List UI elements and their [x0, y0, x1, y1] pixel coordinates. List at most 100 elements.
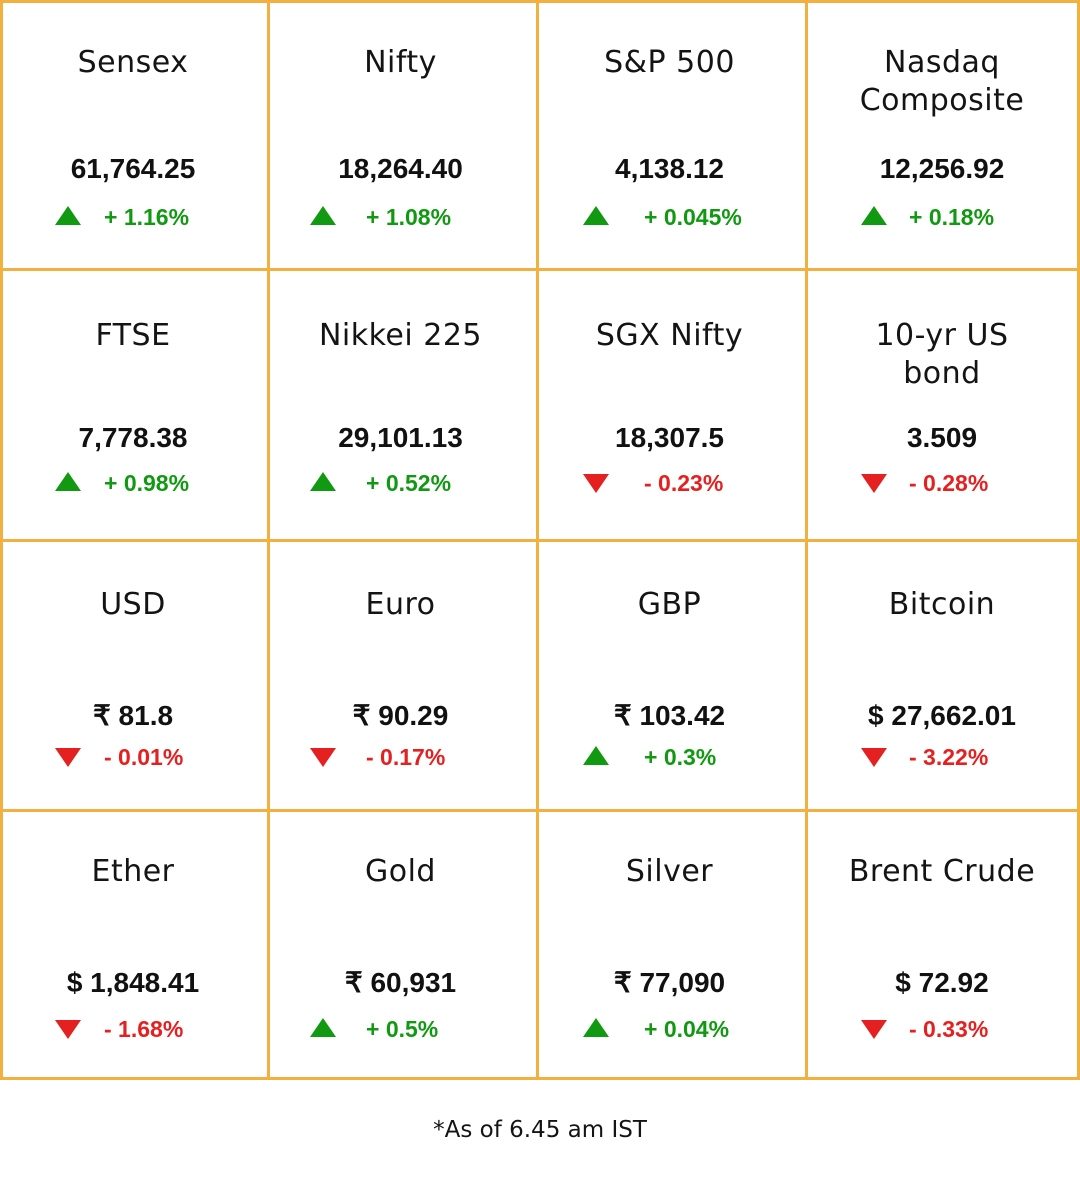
tile-name: Euro: [365, 587, 436, 622]
tile-name: FTSE: [95, 318, 171, 353]
arrow-up-icon: [310, 472, 336, 491]
tile-silver: Silver ₹ 77,090 + 0.04%: [535, 808, 804, 1080]
tile-change: + 0.5%: [266, 1014, 535, 1044]
tile-change-percent: - 0.33%: [909, 1016, 989, 1042]
tile-change: + 0.18%: [804, 202, 1080, 232]
tile-change: - 1.68%: [0, 1014, 266, 1044]
tile-value: ₹ 81.8: [92, 700, 174, 731]
tile-value: ₹ 60,931: [344, 967, 457, 998]
tile-change: + 0.98%: [0, 468, 266, 498]
tile-sgx-nifty: SGX Nifty 18,307.5 - 0.23%: [535, 267, 804, 538]
tile-change: - 0.33%: [804, 1014, 1080, 1044]
tile-nifty: Nifty 18,264.40 + 1.08%: [266, 0, 535, 267]
tile-name: Bitcoin: [888, 587, 996, 622]
tile-change: - 3.22%: [804, 742, 1080, 772]
tile-name: Nikkei 225: [318, 318, 483, 353]
tile-value: 18,307.5: [615, 422, 724, 453]
tile-change: + 1.08%: [266, 202, 535, 232]
arrow-up-icon: [583, 1018, 609, 1037]
tile-change: - 0.17%: [266, 742, 535, 772]
tile-change: + 0.3%: [535, 742, 804, 772]
tile-value: 3.509: [906, 422, 978, 453]
tile-value: $ 1,848.41: [66, 967, 200, 998]
arrow-down-icon: [861, 474, 887, 493]
market-grid: [0, 0, 1080, 1080]
arrow-up-icon: [861, 206, 887, 225]
tile-change: + 1.16%: [0, 202, 266, 232]
tile-ftse: FTSE 7,778.38 + 0.98%: [0, 267, 266, 538]
tile-change: - 0.01%: [0, 742, 266, 772]
tile-name: GBP: [637, 587, 702, 622]
tile-change: + 0.04%: [535, 1014, 804, 1044]
arrow-down-icon: [861, 748, 887, 767]
tile-change-percent: + 0.52%: [366, 470, 452, 496]
tile-bitcoin: Bitcoin $ 27,662.01 - 3.22%: [804, 538, 1080, 808]
tile-name: Gold: [365, 854, 436, 889]
tile-value: 12,256.92: [879, 153, 1005, 184]
arrow-up-icon: [310, 1018, 336, 1037]
tile-change-percent: + 1.08%: [366, 204, 452, 230]
arrow-up-icon: [310, 206, 336, 225]
tile-name: Brent Crude: [848, 854, 1036, 889]
tile-change-percent: - 0.17%: [366, 744, 446, 770]
arrow-down-icon: [583, 474, 609, 493]
tile-10-yr-us-bond: 10-yr US bond 3.509 - 0.28%: [804, 267, 1080, 538]
tile-ether: Ether $ 1,848.41 - 1.68%: [0, 808, 266, 1080]
tile-change-percent: - 0.01%: [104, 744, 184, 770]
tile-name: 10-yr US bond: [875, 318, 1009, 391]
tile-name: Sensex: [77, 45, 189, 80]
tile-name: Silver: [625, 854, 714, 889]
tile-change-percent: + 0.045%: [644, 204, 742, 230]
tile-value: 7,778.38: [78, 422, 188, 453]
tile-name: SGX Nifty: [595, 318, 744, 353]
arrow-up-icon: [55, 472, 81, 491]
tile-change-percent: + 0.5%: [366, 1016, 439, 1042]
tile-change: - 0.28%: [804, 468, 1080, 498]
tile-change-percent: + 0.04%: [644, 1016, 730, 1042]
arrow-up-icon: [583, 746, 609, 765]
tile-usd: USD ₹ 81.8 - 0.01%: [0, 538, 266, 808]
grid-divider-horizontal: [3, 268, 1077, 271]
tile-nasdaq-composite: Nasdaq Composite 12,256.92 + 0.18%: [804, 0, 1080, 267]
tile-change-percent: + 0.98%: [104, 470, 190, 496]
arrow-up-icon: [55, 206, 81, 225]
tile-gold: Gold ₹ 60,931 + 0.5%: [266, 808, 535, 1080]
tile-name: S&P 500: [604, 45, 735, 80]
tile-nikkei-225: Nikkei 225 29,101.13 + 0.52%: [266, 267, 535, 538]
tile-value: ₹ 77,090: [613, 967, 726, 998]
tile-name: Nifty: [364, 45, 437, 80]
tile-change: + 0.52%: [266, 468, 535, 498]
tile-change: - 0.23%: [535, 468, 804, 498]
tile-value: 18,264.40: [338, 153, 463, 184]
footnote: *As of 6.45 am IST: [433, 1117, 647, 1143]
tile-name: Ether: [91, 854, 175, 889]
tile-value: ₹ 90.29: [352, 700, 449, 731]
arrow-down-icon: [55, 748, 81, 767]
tile-change-percent: + 1.16%: [104, 204, 190, 230]
tile-name: Nasdaq Composite: [859, 45, 1025, 118]
tile-name: USD: [100, 587, 166, 622]
tile-change-percent: - 3.22%: [909, 744, 989, 770]
tile-value: 61,764.25: [70, 153, 196, 184]
tile-change-percent: - 0.28%: [909, 470, 989, 496]
tile-s-p-500: S&P 500 4,138.12 + 0.045%: [535, 0, 804, 267]
arrow-up-icon: [583, 206, 609, 225]
tile-change: + 0.045%: [535, 202, 804, 232]
tile-value: 29,101.13: [338, 422, 463, 453]
arrow-down-icon: [310, 748, 336, 767]
grid-divider-horizontal: [3, 539, 1077, 542]
tile-change-percent: - 0.23%: [644, 470, 724, 496]
grid-divider-horizontal: [3, 809, 1077, 812]
tile-change-percent: + 0.3%: [644, 744, 717, 770]
tile-value: $ 72.92: [895, 967, 989, 998]
tile-change-percent: + 0.18%: [909, 204, 995, 230]
tile-value: $ 27,662.01: [868, 700, 1016, 731]
tile-sensex: Sensex 61,764.25 + 1.16%: [0, 0, 266, 267]
tile-value: 4,138.12: [615, 153, 724, 184]
tile-value: ₹ 103.42: [613, 700, 726, 731]
tile-brent-crude: Brent Crude $ 72.92 - 0.33%: [804, 808, 1080, 1080]
tile-change-percent: - 1.68%: [104, 1016, 184, 1042]
tile-euro: Euro ₹ 90.29 - 0.17%: [266, 538, 535, 808]
tile-gbp: GBP ₹ 103.42 + 0.3%: [535, 538, 804, 808]
arrow-down-icon: [861, 1020, 887, 1039]
